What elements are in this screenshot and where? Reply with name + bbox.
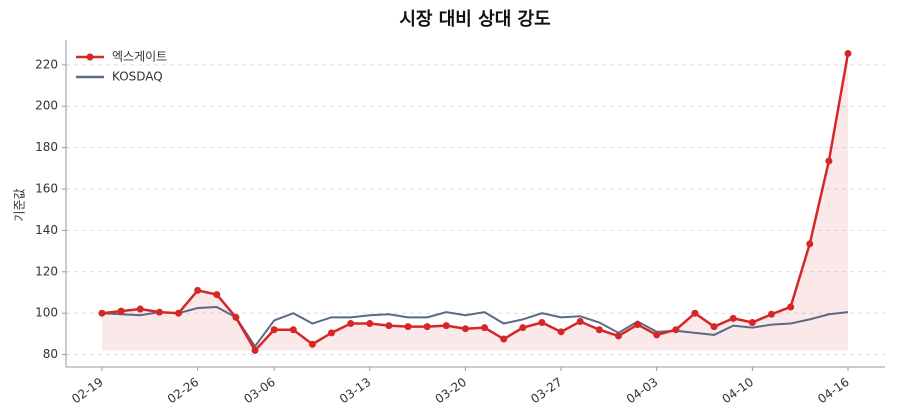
y-tick-label: 120 xyxy=(35,264,58,278)
x-tick-label: 04-16 xyxy=(815,375,852,406)
x-tick-label: 03-27 xyxy=(528,375,565,406)
point xyxy=(98,309,106,317)
x-tick-label: 04-03 xyxy=(624,375,661,406)
point xyxy=(691,309,699,317)
point xyxy=(213,291,221,299)
point xyxy=(844,49,852,57)
point xyxy=(308,340,316,348)
x-tick-label: 03-06 xyxy=(241,375,278,406)
y-tick-label: 200 xyxy=(35,99,58,113)
point xyxy=(787,303,795,311)
x-tick-label: 04-10 xyxy=(719,375,756,406)
line xyxy=(101,305,849,349)
point xyxy=(270,326,278,334)
point xyxy=(729,314,737,322)
point xyxy=(634,321,642,329)
line xyxy=(101,53,850,353)
y-tick-label: 80 xyxy=(43,347,58,361)
y-tick-label: 220 xyxy=(35,57,58,71)
point xyxy=(767,310,775,318)
point xyxy=(748,319,756,327)
point xyxy=(385,322,393,330)
x-tick-label: 03-13 xyxy=(337,375,374,406)
point xyxy=(251,346,259,354)
point xyxy=(366,320,374,328)
point xyxy=(500,335,508,343)
legend-label: KOSDAQ xyxy=(112,70,163,84)
point xyxy=(404,323,412,331)
point xyxy=(347,320,355,328)
point xyxy=(557,328,565,336)
point xyxy=(461,325,469,333)
y-tick-label: 180 xyxy=(35,140,58,154)
point xyxy=(232,313,240,321)
x-tick-label: 03-20 xyxy=(433,375,470,406)
point xyxy=(117,307,125,315)
point xyxy=(672,326,680,334)
point xyxy=(328,329,336,337)
point xyxy=(481,324,489,332)
point xyxy=(576,317,584,325)
legend-marker xyxy=(86,53,94,61)
point xyxy=(136,305,144,313)
point xyxy=(155,308,163,316)
point xyxy=(614,332,622,340)
y-tick-label: 160 xyxy=(35,182,58,196)
point xyxy=(175,309,183,317)
chart-title: 시장 대비 상대 강도 xyxy=(399,9,550,30)
point xyxy=(710,323,718,331)
point xyxy=(289,326,297,334)
y-axis-label: 기준값 xyxy=(13,188,27,221)
y-tick-label: 140 xyxy=(35,223,58,237)
area-fill xyxy=(102,53,848,351)
point xyxy=(653,331,661,339)
point xyxy=(442,322,450,330)
y-tick-label: 100 xyxy=(35,306,58,320)
point xyxy=(806,240,814,248)
point xyxy=(423,323,431,331)
point xyxy=(538,319,546,327)
point xyxy=(519,324,527,332)
point xyxy=(595,326,603,334)
point xyxy=(825,157,833,165)
point xyxy=(194,286,202,294)
x-tick-label: 02-26 xyxy=(165,375,202,406)
legend-label: 엑스게이트 xyxy=(112,50,167,64)
x-tick-label: 02-19 xyxy=(69,375,106,406)
